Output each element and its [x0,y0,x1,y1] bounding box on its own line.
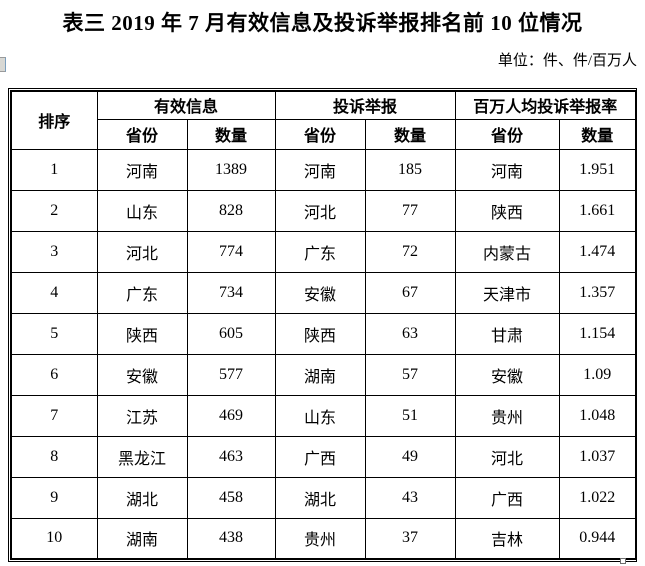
table-row: 10 湖南 438 贵州 37 吉林 0.944 [10,517,637,560]
complaint-province-cell: 安徽 [274,271,366,314]
header-rate-province: 省份 [454,118,560,150]
ranking-table-container: 排序 有效信息 投诉举报 百万人均投诉举报率 省份 数量 省份 数量 省份 数量… [8,88,638,562]
rate-province-cell: 陕西 [454,189,560,232]
valid-province-cell: 湖北 [96,476,188,519]
ranking-table: 排序 有效信息 投诉举报 百万人均投诉举报率 省份 数量 省份 数量 省份 数量… [10,90,638,560]
table-row: 4 广东 734 安徽 67 天津市 1.357 [10,271,637,314]
table-row: 9 湖北 458 湖北 43 广西 1.022 [10,476,637,519]
header-row-subcolumns: 省份 数量 省份 数量 省份 数量 [11,118,637,150]
rate-province-cell: 甘肃 [454,312,560,355]
rank-cell: 8 [10,435,98,478]
table-row: 3 河北 774 广东 72 内蒙古 1.474 [10,230,637,273]
unit-note: 单位：件、件/百万人 [497,53,637,69]
complaint-province-cell: 广西 [274,435,366,478]
valid-count-cell: 469 [186,394,276,437]
header-complaint-count: 数量 [364,118,456,150]
rate-value-cell: 1.022 [558,476,637,519]
valid-count-cell: 458 [186,476,276,519]
header-valid-count: 数量 [186,118,276,150]
rate-province-cell: 广西 [454,476,560,519]
valid-province-cell: 河北 [96,230,188,273]
rank-cell: 5 [10,312,98,355]
complaint-count-cell: 185 [364,148,456,191]
complaint-province-cell: 河南 [274,148,366,191]
rank-cell: 9 [10,476,98,519]
table-row: 6 安徽 577 湖南 57 安徽 1.09 [10,353,637,396]
complaint-province-cell: 湖北 [274,476,366,519]
valid-province-cell: 安徽 [96,353,188,396]
valid-count-cell: 605 [186,312,276,355]
valid-province-cell: 江苏 [96,394,188,437]
complaint-count-cell: 57 [364,353,456,396]
rate-province-cell: 河北 [454,435,560,478]
valid-province-cell: 湖南 [96,517,188,560]
rate-value-cell: 1.048 [558,394,637,437]
rank-cell: 7 [10,394,98,437]
rank-cell: 1 [10,148,98,191]
page-title: 表三 2019 年 7 月有效信息及投诉举报排名前 10 位情况 [62,11,583,35]
header-rate-value: 数量 [558,118,637,150]
valid-count-cell: 438 [186,517,276,560]
header-rank: 排序 [10,90,98,150]
rate-province-cell: 贵州 [454,394,560,437]
table-row: 7 江苏 469 山东 51 贵州 1.048 [10,394,637,437]
rate-value-cell: 1.661 [558,189,637,232]
rate-value-cell: 0.944 [558,517,637,560]
rate-value-cell: 1.951 [558,148,637,191]
valid-count-cell: 774 [186,230,276,273]
valid-count-cell: 577 [186,353,276,396]
complaint-province-cell: 贵州 [274,517,366,560]
header-row-groups: 排序 有效信息 投诉举报 百万人均投诉举报率 [10,90,637,150]
valid-province-cell: 广东 [96,271,188,314]
complaint-count-cell: 37 [364,517,456,560]
table-row: 2 山东 828 河北 77 陕西 1.661 [10,189,637,232]
complaint-province-cell: 湖南 [274,353,366,396]
complaint-province-cell: 山东 [274,394,366,437]
rate-province-cell: 吉林 [454,517,560,560]
valid-count-cell: 1389 [186,148,276,191]
table-row: 8 黑龙江 463 广西 49 河北 1.037 [10,435,637,478]
rate-value-cell: 1.357 [558,271,637,314]
valid-count-cell: 463 [186,435,276,478]
complaint-count-cell: 49 [364,435,456,478]
complaint-province-cell: 广东 [274,230,366,273]
complaint-province-cell: 陕西 [274,312,366,355]
complaint-count-cell: 51 [364,394,456,437]
header-complaint-province: 省份 [274,118,366,150]
rank-cell: 6 [10,353,98,396]
rank-cell: 4 [10,271,98,314]
window-edge-artifact [0,57,6,72]
rank-cell: 2 [10,189,98,232]
valid-count-cell: 734 [186,271,276,314]
header-group-valid-info: 有效信息 [96,90,276,120]
rank-cell: 10 [10,517,98,560]
rate-value-cell: 1.154 [558,312,637,355]
complaint-count-cell: 63 [364,312,456,355]
complaint-count-cell: 72 [364,230,456,273]
rate-province-cell: 安徽 [454,353,560,396]
complaint-count-cell: 67 [364,271,456,314]
header-group-complaints: 投诉举报 [274,90,456,120]
complaint-count-cell: 77 [364,189,456,232]
valid-province-cell: 河南 [96,148,188,191]
valid-province-cell: 黑龙江 [96,435,188,478]
complaint-province-cell: 河北 [274,189,366,232]
rate-province-cell: 河南 [454,148,560,191]
rate-value-cell: 1.474 [558,230,637,273]
rate-province-cell: 天津市 [454,271,560,314]
valid-count-cell: 828 [186,189,276,232]
rank-cell: 3 [10,230,98,273]
rate-province-cell: 内蒙古 [454,230,560,273]
table-resize-handle [620,558,626,564]
table-row: 1 河南 1389 河南 185 河南 1.951 [10,148,637,191]
rate-value-cell: 1.09 [558,353,637,396]
complaint-count-cell: 43 [364,476,456,519]
valid-province-cell: 陕西 [96,312,188,355]
rate-value-cell: 1.037 [558,435,637,478]
table-row: 5 陕西 605 陕西 63 甘肃 1.154 [10,312,637,355]
header-group-rate: 百万人均投诉举报率 [454,90,637,120]
valid-province-cell: 山东 [96,189,188,232]
header-valid-province: 省份 [96,118,188,150]
